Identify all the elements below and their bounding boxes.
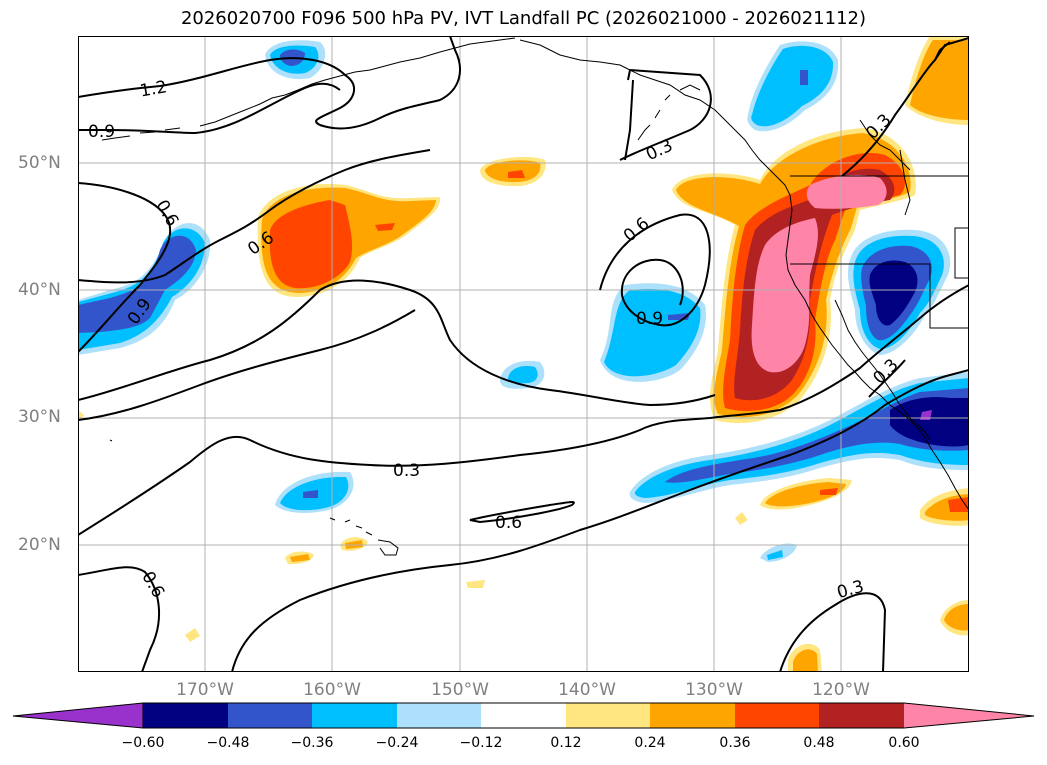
colorbar-tick: 0.24 [634,735,666,751]
coastlines [101,37,969,556]
colorbar-cell [312,703,398,728]
colorbar-extend-low [13,703,143,728]
colorbar-tick: −0.24 [375,735,419,751]
colorbar-tick: −0.12 [459,735,503,751]
contour-label: 0.3 [869,355,902,388]
lon-label: 150°W [431,680,489,700]
colorbar-tick: −0.60 [121,735,165,751]
lon-label: 140°W [558,680,616,700]
lat-label: 30°N [18,407,61,427]
colorbar-cell [397,703,482,728]
contour-label: 0.6 [495,513,522,533]
pv-contours [78,36,969,672]
map-title: 2026020700 F096 500 hPa PV, IVT Landfall… [180,8,867,29]
colorbar-tick: −0.48 [206,735,250,751]
lon-label: 170°W [176,680,234,700]
lat-label: 50°N [18,153,61,173]
contour-label: 0.6 [137,568,168,601]
contour-label: 0.3 [643,136,676,166]
colorbar-cell [650,703,736,728]
colorbar-tick: 0.60 [888,735,920,751]
colorbar-tick: 0.12 [550,735,582,751]
colorbar-tick: 0.48 [803,735,835,751]
colorbar-cell [228,703,313,728]
map-canvas: 1.2 0.9 0.6 0.6 0.9 0.3 0.6 0.9 0.3 0.3 … [78,36,969,672]
colorbar-cell [481,703,567,728]
contour-label: 0.6 [151,197,182,230]
lon-label: 130°W [685,680,743,700]
contour-label: 1.2 [138,77,168,101]
contour-label: 0.9 [636,309,663,329]
lat-label: 20°N [18,535,61,555]
colorbar-tick: 0.36 [719,735,751,751]
colorbar-extend-high [904,703,1034,728]
contour-label: 0.6 [620,214,654,247]
contour-label: 0.9 [88,122,115,142]
colorbar-cell [735,703,820,728]
map-panel: 1.2 0.9 0.6 0.6 0.9 0.3 0.6 0.9 0.3 0.3 … [78,36,969,672]
contour-label: 0.3 [835,577,866,603]
colorbar-cell [819,703,905,728]
ivt-pc-shading [78,36,969,672]
colorbar [12,702,1035,729]
colorbar-cell [566,703,651,728]
contour-label: 0.3 [393,461,420,481]
lon-label: 120°W [812,680,870,700]
colorbar-outline [12,702,1035,729]
colorbar-cell [143,703,229,728]
lon-label: 160°W [303,680,361,700]
lat-label: 40°N [18,280,61,300]
colorbar-tick: −0.36 [290,735,334,751]
graticule [78,36,969,672]
colorbar-cells [13,703,1034,728]
